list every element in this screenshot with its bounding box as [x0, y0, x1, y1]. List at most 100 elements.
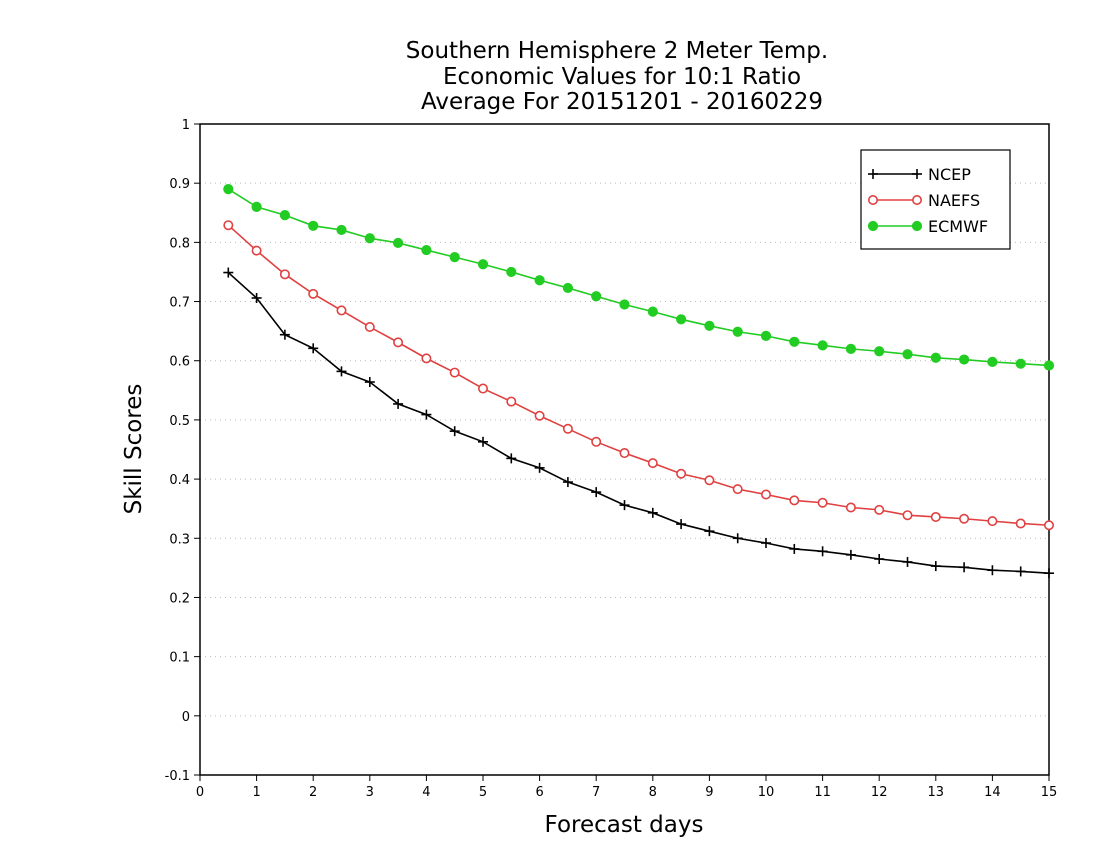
data-point-ncep — [676, 519, 687, 530]
data-point-ncep — [704, 526, 715, 537]
data-point-naefs — [506, 396, 517, 407]
data-point-naefs — [591, 436, 602, 447]
x-tick-label: 12 — [871, 785, 888, 800]
data-point-naefs — [704, 475, 715, 486]
x-tick-label: 3 — [366, 785, 374, 800]
data-point-naefs — [732, 484, 743, 495]
data-point-naefs — [845, 502, 856, 513]
data-point-ncep — [647, 507, 658, 518]
data-point-ncep — [874, 553, 885, 564]
chart-title: Southern Hemisphere 2 Meter Temp. Econom… — [406, 38, 828, 115]
series-ecmwf — [223, 184, 1055, 371]
data-point-naefs — [562, 423, 573, 434]
data-point-ecmwf — [591, 291, 602, 302]
data-point-ecmwf — [902, 349, 913, 360]
data-point-ecmwf — [336, 224, 347, 236]
data-point-ecmwf — [676, 314, 687, 325]
x-tick-label: 0 — [196, 785, 204, 800]
data-point-naefs — [647, 458, 658, 469]
data-point-ncep — [902, 556, 913, 567]
legend-marker — [867, 220, 879, 232]
data-point-ecmwf — [959, 354, 970, 365]
data-point-ecmwf — [223, 184, 234, 195]
chart-title-line-1: Southern Hemisphere 2 Meter Temp. — [406, 38, 828, 64]
y-tick-label: 0.5 — [169, 414, 190, 429]
data-point-naefs — [421, 353, 432, 364]
data-point-ncep — [591, 487, 602, 498]
x-tick-label: 15 — [1041, 785, 1058, 800]
data-point-ncep — [562, 477, 573, 488]
data-point-naefs — [817, 497, 828, 508]
data-point-naefs — [902, 510, 913, 521]
x-tick-label: 7 — [592, 785, 600, 800]
data-point-ecmwf — [279, 210, 290, 221]
data-point-ecmwf — [817, 340, 828, 351]
data-point-naefs — [874, 504, 885, 515]
data-point-naefs — [1015, 518, 1026, 529]
legend-marker — [911, 195, 922, 206]
x-tick-label: 10 — [758, 785, 775, 800]
y-tick-label: 0.7 — [169, 296, 190, 311]
legend-item-ecmwf: ECMWF — [867, 217, 988, 236]
data-point-naefs — [308, 288, 319, 299]
data-point-naefs — [1044, 520, 1055, 531]
data-point-ncep — [817, 546, 828, 557]
legend-marker — [912, 169, 922, 179]
plot-frame — [199, 123, 1050, 776]
data-point-ecmwf — [364, 233, 375, 244]
data-point-ncep — [930, 561, 941, 572]
data-point-naefs — [251, 245, 262, 256]
x-tick-label: 9 — [705, 785, 713, 800]
chart-title-line-2: Economic Values for 10:1 Ratio — [443, 64, 801, 90]
legend-label-ecmwf: ECMWF — [928, 217, 988, 236]
data-point-ecmwf — [987, 356, 998, 368]
data-point-ecmwf — [619, 299, 630, 310]
x-tick-label: 8 — [649, 785, 657, 800]
y-tick-label: 0.4 — [169, 473, 190, 488]
data-point-ncep — [393, 398, 404, 409]
data-point-ncep — [421, 409, 432, 420]
data-point-ecmwf — [1015, 358, 1026, 369]
data-point-ncep — [789, 543, 800, 554]
chart-title-line-3: Average For 20151201 - 20160229 — [421, 89, 823, 115]
data-point-ncep — [534, 462, 545, 473]
data-point-ecmwf — [506, 266, 517, 278]
data-point-ncep — [449, 426, 460, 437]
data-point-ecmwf — [1043, 360, 1055, 371]
data-point-ncep — [959, 562, 970, 573]
data-point-ecmwf — [449, 252, 460, 263]
data-point-ncep — [845, 549, 856, 560]
data-point-ncep — [308, 343, 319, 354]
legend-item-ncep: NCEP — [868, 165, 971, 184]
y-tick-label: 0 — [182, 710, 190, 725]
data-point-ncep — [1015, 566, 1026, 577]
x-tick-label: 1 — [252, 785, 260, 800]
y-tick-label: 0.2 — [169, 591, 190, 606]
legend: NCEP NAEFS ECMWF — [860, 149, 1011, 250]
data-point-ecmwf — [421, 244, 432, 256]
axes: -0.100.10.20.30.40.50.60.70.80.910 1 2 3 4 5 6… — [165, 118, 1058, 800]
data-point-naefs — [789, 495, 800, 506]
data-point-ecmwf — [789, 336, 800, 347]
data-point-naefs — [676, 468, 687, 479]
y-tick-label: 0.9 — [169, 177, 190, 192]
data-point-naefs — [477, 383, 488, 394]
data-point-ncep — [619, 500, 630, 511]
y-tick-label: 1 — [182, 118, 190, 133]
data-point-ncep — [223, 267, 234, 278]
data-point-ecmwf — [251, 201, 262, 212]
data-point-naefs — [534, 410, 545, 421]
data-point-naefs — [223, 220, 234, 231]
y-tick-label: -0.1 — [165, 769, 190, 784]
y-tick-label: 0.3 — [169, 532, 190, 547]
x-tick-label: 2 — [309, 785, 317, 800]
data-point-naefs — [279, 269, 290, 280]
x-axis-title: Forecast days — [545, 812, 704, 838]
legend-marker — [868, 169, 878, 179]
data-point-ncep — [336, 366, 347, 377]
data-point-naefs — [760, 489, 771, 500]
legend-item-naefs: NAEFS — [867, 191, 980, 210]
data-point-naefs — [336, 305, 347, 316]
